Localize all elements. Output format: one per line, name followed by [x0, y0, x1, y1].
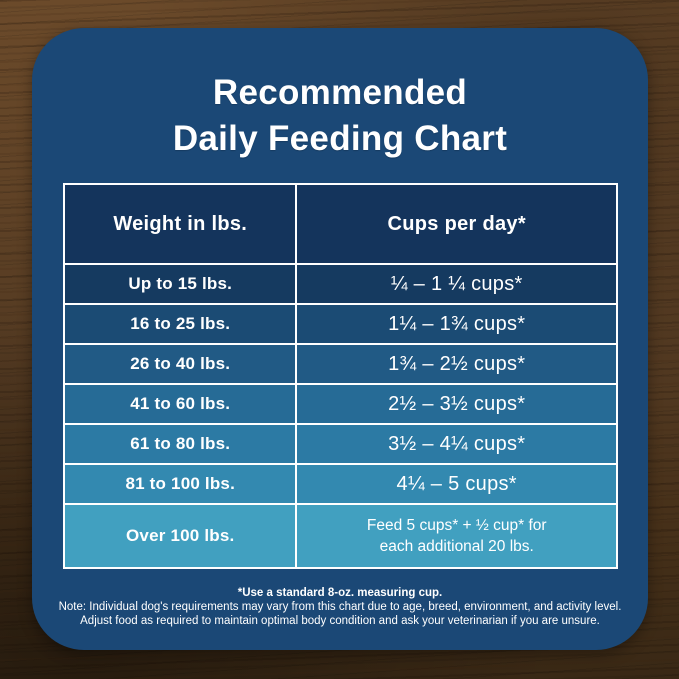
feeding-chart-card: Recommended Daily Feeding Chart Weight i… [32, 28, 648, 650]
weight-value: 16 to 25 lbs. [130, 314, 231, 333]
table-row-weight-cell: 16 to 25 lbs. [65, 305, 296, 343]
table-row-weight-cell: 81 to 100 lbs. [65, 465, 296, 503]
table-row-cups-cell: Feed 5 cups* + ½ cup* for each additiona… [297, 505, 616, 567]
table-row-cups-cell: 1¼ – 1¾ cups* [297, 305, 616, 343]
table-row-cups-cell: 2½ – 3½ cups* [297, 385, 616, 423]
page-title: Recommended Daily Feeding Chart [32, 28, 648, 162]
cups-value: 1¾ – 2½ cups* [388, 352, 526, 375]
cups-value: ¼ – 1 ¼ cups* [390, 272, 523, 295]
table-row-cups-cell: 4¼ – 5 cups* [297, 465, 616, 503]
table-row-weight-cell: Over 100 lbs. [65, 505, 296, 567]
cups-value: 4¼ – 5 cups* [396, 472, 517, 495]
table-row-cups-cell: 3½ – 4¼ cups* [297, 425, 616, 463]
feeding-table: Weight in lbs. Cups per day* Up to 15 lb… [63, 183, 618, 569]
footnote-note-line-1: Note: Individual dog's requirements may … [58, 601, 622, 613]
cups-value-line-2: each additional 20 lbs. [379, 538, 534, 555]
cups-value-line-1: Feed 5 cups* + ½ cup* for [366, 517, 547, 534]
header-cell-cups: Cups per day* [297, 185, 616, 263]
table-row-weight-cell: 61 to 80 lbs. [65, 425, 296, 463]
table-row-weight-cell: Up to 15 lbs. [65, 265, 296, 303]
table-row-cups-cell: ¼ – 1 ¼ cups* [297, 265, 616, 303]
page-title-line-1: Recommended [212, 73, 468, 112]
cups-value: 2½ – 3½ cups* [388, 392, 526, 415]
header-weight-label: Weight in lbs. [113, 212, 248, 235]
table-row-weight-cell: 41 to 60 lbs. [65, 385, 296, 423]
page-title-line-2: Daily Feeding Chart [172, 119, 508, 158]
cups-value: 1¼ – 1¾ cups* [388, 312, 526, 335]
header-cups-label: Cups per day* [387, 212, 526, 235]
table-row-cups-cell: 1¾ – 2½ cups* [297, 345, 616, 383]
header-cell-weight: Weight in lbs. [65, 185, 296, 263]
weight-value: 61 to 80 lbs. [130, 434, 231, 453]
weight-value: 26 to 40 lbs. [130, 354, 231, 373]
weight-value: 41 to 60 lbs. [130, 394, 231, 413]
cups-value: 3½ – 4¼ cups* [388, 432, 526, 455]
footnote-note-line-2: Adjust food as required to maintain opti… [80, 615, 600, 627]
weight-value: Up to 15 lbs. [128, 274, 233, 293]
footnote-measuring-cup: *Use a standard 8-oz. measuring cup. [237, 587, 443, 599]
footnotes: *Use a standard 8-oz. measuring cup. Not… [32, 586, 648, 628]
table-row-weight-cell: 26 to 40 lbs. [65, 345, 296, 383]
weight-value: 81 to 100 lbs. [125, 474, 236, 493]
weight-value: Over 100 lbs. [126, 526, 235, 545]
